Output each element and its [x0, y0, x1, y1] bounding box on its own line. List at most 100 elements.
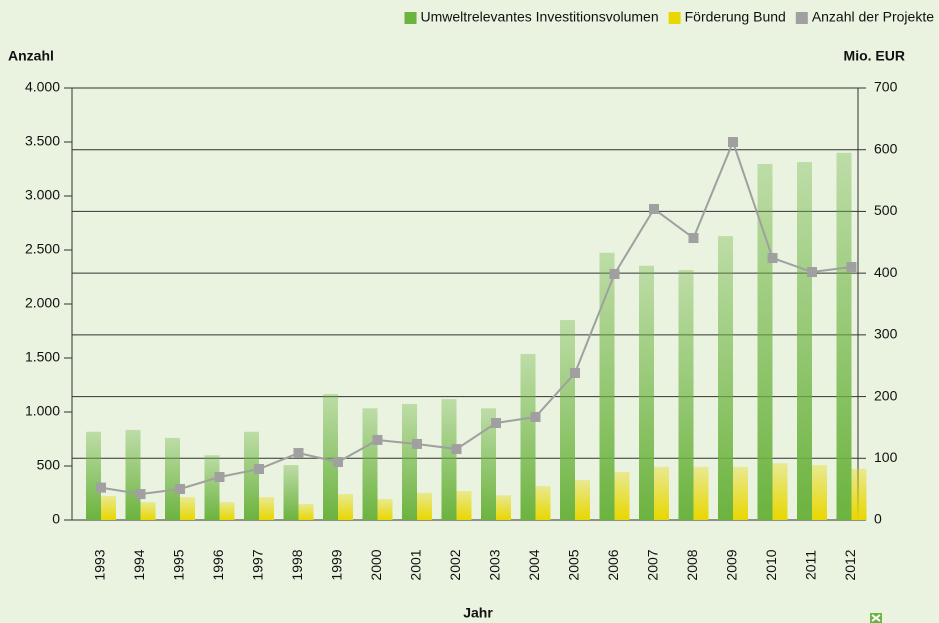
- x-tick-label: 1993: [92, 549, 108, 580]
- bar: [338, 494, 353, 520]
- marker: [846, 261, 857, 272]
- x-tick-label: 2007: [645, 549, 661, 580]
- marker: [214, 472, 225, 483]
- legend-label: Förderung Bund: [685, 9, 786, 25]
- legend-swatch: [795, 12, 808, 24]
- bar: [496, 495, 511, 520]
- y2-tick-label: 100: [874, 449, 898, 465]
- marker: [570, 368, 580, 379]
- bar: [481, 408, 496, 520]
- line: [100, 139, 852, 496]
- marker: [491, 418, 501, 429]
- x-tick-label: 2004: [526, 549, 542, 580]
- y-tick-label: 0: [52, 511, 60, 527]
- marker: [451, 444, 462, 455]
- bar: [575, 479, 590, 520]
- bar: [441, 399, 457, 520]
- bar: [86, 431, 101, 520]
- y-axis-title: Anzahl: [8, 48, 54, 64]
- y-tick-label: 2.000: [25, 295, 60, 311]
- y2-axis-title: Mio. EUR: [844, 48, 905, 64]
- bar: [298, 503, 314, 520]
- bar: [560, 320, 575, 520]
- marker: [530, 411, 541, 422]
- y-tick-label: 2.500: [25, 241, 60, 257]
- marker: [175, 484, 185, 495]
- bar: [323, 394, 338, 520]
- legend-label: Umweltrelevantes Investitionsvolumen: [421, 9, 659, 25]
- bar: [377, 499, 393, 520]
- x-tick-label: 1996: [210, 549, 226, 580]
- marker: [649, 203, 659, 214]
- marker: [254, 464, 264, 475]
- y2-tick-label: 400: [874, 264, 898, 280]
- x-tick-label: 2000: [368, 549, 384, 580]
- bar: [693, 466, 709, 520]
- x-tick-label: 2011: [803, 550, 819, 580]
- bar: [101, 495, 116, 520]
- legend-swatch: [668, 12, 681, 24]
- bar: [654, 466, 669, 520]
- x-tick-label: 2006: [605, 549, 621, 580]
- marker: [135, 489, 146, 500]
- bar: [259, 497, 274, 520]
- bar: [678, 270, 694, 520]
- marker: [412, 438, 422, 449]
- x-tick-label: 2005: [566, 549, 582, 580]
- bar: [535, 486, 551, 520]
- x-axis-title: Jahr: [463, 605, 493, 621]
- x-tick-label: 2003: [487, 549, 503, 580]
- marker: [609, 268, 620, 279]
- bar: [851, 468, 867, 520]
- bar: [125, 429, 141, 520]
- bar: [520, 353, 536, 520]
- bar: [757, 163, 773, 520]
- y-tick-label: 500: [37, 457, 61, 473]
- legend-swatch: [404, 12, 417, 24]
- logo: [870, 613, 882, 623]
- x-tick-label: 2012: [842, 549, 858, 580]
- x-tick-label: 2009: [724, 549, 740, 580]
- bar: [456, 490, 472, 520]
- bar: [599, 252, 615, 520]
- marker: [767, 252, 778, 263]
- marker: [372, 434, 383, 445]
- y-tick-label: 3.500: [25, 133, 60, 149]
- marker: [688, 233, 699, 244]
- bar: [417, 492, 432, 520]
- bar: [836, 152, 852, 521]
- y-tick-label: 4.000: [25, 79, 60, 95]
- bar: [733, 466, 748, 520]
- marker: [807, 267, 817, 278]
- y2-tick-label: 300: [874, 326, 898, 342]
- bar: [362, 408, 378, 520]
- y-tick-label: 1.000: [25, 403, 60, 419]
- bar: [639, 265, 654, 520]
- x-tick-label: 2002: [447, 549, 463, 580]
- y-tick-label: 3.000: [25, 187, 60, 203]
- bar: [812, 465, 827, 520]
- x-tick-label: 1994: [131, 549, 147, 580]
- bar: [244, 431, 259, 520]
- x-tick-label: 2008: [684, 549, 700, 580]
- legend-label: Anzahl der Projekte: [812, 9, 934, 25]
- y-tick-label: 1.500: [25, 349, 60, 365]
- marker: [728, 137, 738, 147]
- bar: [140, 502, 156, 520]
- y2-tick-label: 600: [874, 140, 898, 156]
- bar: [283, 465, 299, 520]
- x-tick-label: 2001: [408, 549, 424, 580]
- bar: [219, 502, 235, 520]
- y2-tick-label: 500: [874, 202, 898, 218]
- bar: [204, 455, 220, 520]
- x-tick-label: 2010: [763, 549, 779, 580]
- bar: [797, 162, 812, 521]
- x-tick-label: 1995: [171, 549, 187, 580]
- bar: [165, 437, 180, 520]
- marker: [333, 457, 343, 468]
- marker: [96, 482, 106, 493]
- x-tick-label: 1998: [289, 549, 305, 580]
- bar: [772, 463, 788, 520]
- y2-tick-label: 0: [874, 511, 882, 527]
